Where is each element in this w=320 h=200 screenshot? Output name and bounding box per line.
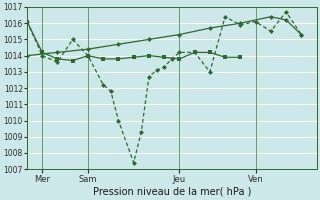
X-axis label: Pression niveau de la mer( hPa ): Pression niveau de la mer( hPa ) <box>92 187 251 197</box>
